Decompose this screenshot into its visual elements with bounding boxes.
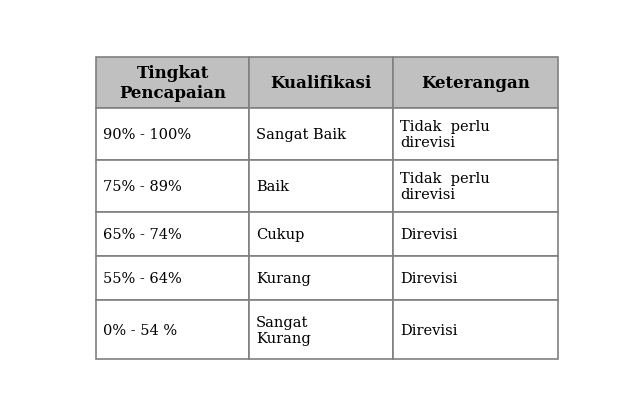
Bar bbox=[249, 161, 393, 213]
Bar bbox=[96, 57, 249, 109]
Text: 0% - 54 %: 0% - 54 % bbox=[103, 323, 178, 337]
Bar bbox=[249, 256, 393, 300]
Bar bbox=[393, 57, 559, 109]
Text: 75% - 89%: 75% - 89% bbox=[103, 180, 182, 194]
Bar bbox=[393, 213, 559, 256]
Text: Tidak  perlu
direvisi: Tidak perlu direvisi bbox=[400, 120, 490, 150]
Text: 90% - 100%: 90% - 100% bbox=[103, 128, 191, 142]
Bar bbox=[393, 161, 559, 213]
Bar bbox=[249, 213, 393, 256]
Bar bbox=[393, 300, 559, 360]
Bar bbox=[393, 256, 559, 300]
Text: Sangat Baik: Sangat Baik bbox=[256, 128, 346, 142]
Bar bbox=[96, 300, 249, 360]
Text: Baik: Baik bbox=[256, 180, 289, 194]
Bar bbox=[393, 109, 559, 161]
Text: 55% - 64%: 55% - 64% bbox=[103, 271, 182, 285]
Bar bbox=[96, 161, 249, 213]
Text: Direvisi: Direvisi bbox=[400, 271, 458, 285]
Bar bbox=[96, 109, 249, 161]
Bar bbox=[249, 300, 393, 360]
Bar bbox=[249, 57, 393, 109]
Text: Tidak  perlu
direvisi: Tidak perlu direvisi bbox=[400, 172, 490, 202]
Bar bbox=[96, 213, 249, 256]
Text: 65% - 74%: 65% - 74% bbox=[103, 228, 182, 241]
Text: Direvisi: Direvisi bbox=[400, 323, 458, 337]
Bar bbox=[96, 256, 249, 300]
Text: Kualifikasi: Kualifikasi bbox=[271, 75, 372, 92]
Text: Sangat
Kurang: Sangat Kurang bbox=[256, 315, 311, 345]
Text: Direvisi: Direvisi bbox=[400, 228, 458, 241]
Text: Keterangan: Keterangan bbox=[422, 75, 530, 92]
Bar bbox=[249, 109, 393, 161]
Text: Tingkat
Pencapaian: Tingkat Pencapaian bbox=[119, 65, 226, 102]
Text: Kurang: Kurang bbox=[256, 271, 311, 285]
Text: Cukup: Cukup bbox=[256, 228, 304, 241]
